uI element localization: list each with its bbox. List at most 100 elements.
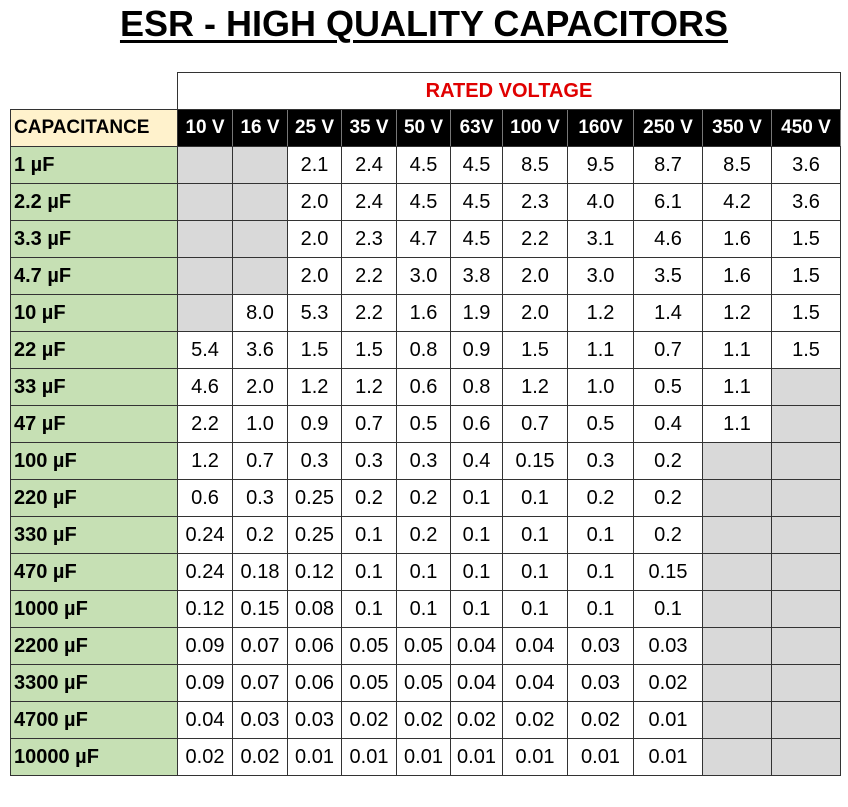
- empty-cell: [702, 664, 772, 702]
- table-row: 33 µF 4.6 2.0 1.2 1.2 0.6 0.8 1.2 1.0 0.5 1.1: [10, 368, 841, 406]
- table-row: 100 µF 1.2 0.7 0.3 0.3 0.3 0.4 0.15 0.3 0.2: [10, 442, 841, 480]
- esr-value-cell: 0.24: [177, 553, 233, 591]
- table-row: 47 µF 2.2 1.0 0.9 0.7 0.5 0.6 0.7 0.5 0.4 1.1: [10, 405, 841, 443]
- esr-value-cell: 0.1: [450, 590, 503, 628]
- esr-value-cell: 0.2: [567, 479, 634, 517]
- esr-value-cell: 0.1: [396, 553, 451, 591]
- esr-value-cell: 0.03: [287, 701, 342, 739]
- capacitance-cell: 3300 µF: [10, 664, 178, 702]
- esr-value-cell: 0.25: [287, 479, 342, 517]
- esr-value-cell: 1.5: [771, 220, 841, 258]
- capacitance-cell: 47 µF: [10, 405, 178, 443]
- esr-value-cell: 0.02: [567, 701, 634, 739]
- table-row: 2200 µF 0.09 0.07 0.06 0.05 0.05 0.04 0.04 0.03 0…: [10, 627, 841, 665]
- esr-value-cell: 0.18: [232, 553, 288, 591]
- esr-value-cell: 2.0: [502, 257, 568, 295]
- esr-value-cell: 0.2: [633, 516, 703, 554]
- esr-value-cell: 0.7: [341, 405, 397, 443]
- esr-value-cell: 0.05: [396, 664, 451, 702]
- table-row: 10 µF 8.0 5.3 2.2 1.6 1.9 2.0 1.2 1.4 1.2 1.5: [10, 294, 841, 332]
- esr-value-cell: 1.0: [232, 405, 288, 443]
- esr-value-cell: 1.5: [771, 331, 841, 369]
- esr-value-cell: 4.2: [702, 183, 772, 221]
- capacitance-cell: 2.2 µF: [10, 183, 178, 221]
- esr-value-cell: 5.3: [287, 294, 342, 332]
- esr-value-cell: 9.5: [567, 146, 634, 184]
- esr-value-cell: 0.04: [450, 664, 503, 702]
- table-row: 330 µF 0.24 0.2 0.25 0.1 0.2 0.1 0.1 0.1 0.2: [10, 516, 841, 554]
- voltage-header: 160V: [567, 109, 634, 147]
- table-row: 1 µF 2.1 2.4 4.5 4.5 8.5 9.5 8.7 8.5 3.6: [10, 146, 841, 184]
- esr-value-cell: 8.5: [502, 146, 568, 184]
- esr-value-cell: 2.1: [287, 146, 342, 184]
- esr-value-cell: 0.04: [502, 627, 568, 665]
- esr-value-cell: 0.01: [450, 738, 503, 776]
- esr-value-cell: 4.5: [450, 146, 503, 184]
- esr-value-cell: 0.1: [502, 553, 568, 591]
- rated-voltage-label: RATED VOLTAGE: [177, 72, 841, 110]
- empty-cell: [177, 146, 233, 184]
- esr-value-cell: 0.1: [450, 553, 503, 591]
- esr-value-cell: 0.02: [232, 738, 288, 776]
- capacitance-cell: 330 µF: [10, 516, 178, 554]
- empty-cell: [232, 183, 288, 221]
- esr-value-cell: 0.15: [232, 590, 288, 628]
- esr-value-cell: 0.03: [633, 627, 703, 665]
- esr-value-cell: 1.5: [771, 257, 841, 295]
- esr-value-cell: 0.2: [396, 516, 451, 554]
- esr-value-cell: 2.3: [341, 220, 397, 258]
- esr-value-cell: 0.05: [341, 627, 397, 665]
- esr-value-cell: 0.01: [287, 738, 342, 776]
- esr-value-cell: 2.2: [502, 220, 568, 258]
- esr-value-cell: 0.01: [341, 738, 397, 776]
- esr-value-cell: 8.5: [702, 146, 772, 184]
- esr-value-cell: 1.2: [567, 294, 634, 332]
- esr-value-cell: 0.2: [633, 442, 703, 480]
- capacitance-cell: 1 µF: [10, 146, 178, 184]
- esr-value-cell: 0.4: [450, 442, 503, 480]
- esr-value-cell: 0.09: [177, 664, 233, 702]
- esr-value-cell: 3.1: [567, 220, 634, 258]
- empty-cell: [702, 701, 772, 739]
- esr-value-cell: 0.1: [567, 590, 634, 628]
- esr-value-cell: 0.6: [450, 405, 503, 443]
- capacitance-cell: 10000 µF: [10, 738, 178, 776]
- table-row: 3300 µF 0.09 0.07 0.06 0.05 0.05 0.04 0.04 0.03 0…: [10, 664, 841, 702]
- empty-cell: [771, 553, 841, 591]
- esr-value-cell: 0.2: [232, 516, 288, 554]
- esr-value-cell: 0.1: [502, 590, 568, 628]
- esr-value-cell: 1.2: [287, 368, 342, 406]
- esr-value-cell: 0.1: [567, 553, 634, 591]
- esr-value-cell: 0.05: [396, 627, 451, 665]
- esr-value-cell: 0.02: [450, 701, 503, 739]
- capacitance-cell: 4.7 µF: [10, 257, 178, 295]
- capacitance-cell: 33 µF: [10, 368, 178, 406]
- esr-value-cell: 3.6: [771, 146, 841, 184]
- esr-value-cell: 0.01: [633, 738, 703, 776]
- esr-value-cell: 1.1: [702, 405, 772, 443]
- esr-value-cell: 0.3: [232, 479, 288, 517]
- esr-value-cell: 1.5: [771, 294, 841, 332]
- empty-cell: [702, 442, 772, 480]
- esr-value-cell: 0.7: [502, 405, 568, 443]
- esr-value-cell: 0.02: [633, 664, 703, 702]
- esr-value-cell: 0.03: [567, 664, 634, 702]
- esr-value-cell: 0.2: [341, 479, 397, 517]
- esr-value-cell: 0.1: [341, 553, 397, 591]
- esr-value-cell: 2.2: [341, 257, 397, 295]
- esr-value-cell: 0.3: [396, 442, 451, 480]
- capacitance-cell: 10 µF: [10, 294, 178, 332]
- esr-value-cell: 0.3: [567, 442, 634, 480]
- esr-value-cell: 0.6: [177, 479, 233, 517]
- esr-value-cell: 0.02: [177, 738, 233, 776]
- table-row: 1000 µF 0.12 0.15 0.08 0.1 0.1 0.1 0.1 0.1 0.1: [10, 590, 841, 628]
- esr-value-cell: 8.7: [633, 146, 703, 184]
- empty-cell: [771, 368, 841, 406]
- esr-value-cell: 0.7: [232, 442, 288, 480]
- esr-value-cell: 0.1: [450, 516, 503, 554]
- esr-value-cell: 2.0: [287, 257, 342, 295]
- esr-value-cell: 0.1: [396, 590, 451, 628]
- esr-value-cell: 3.6: [771, 183, 841, 221]
- empty-cell: [771, 590, 841, 628]
- esr-table: RATED VOLTAGE CAPACITANCE 10 V 16 V 25 V 35…: [10, 72, 841, 776]
